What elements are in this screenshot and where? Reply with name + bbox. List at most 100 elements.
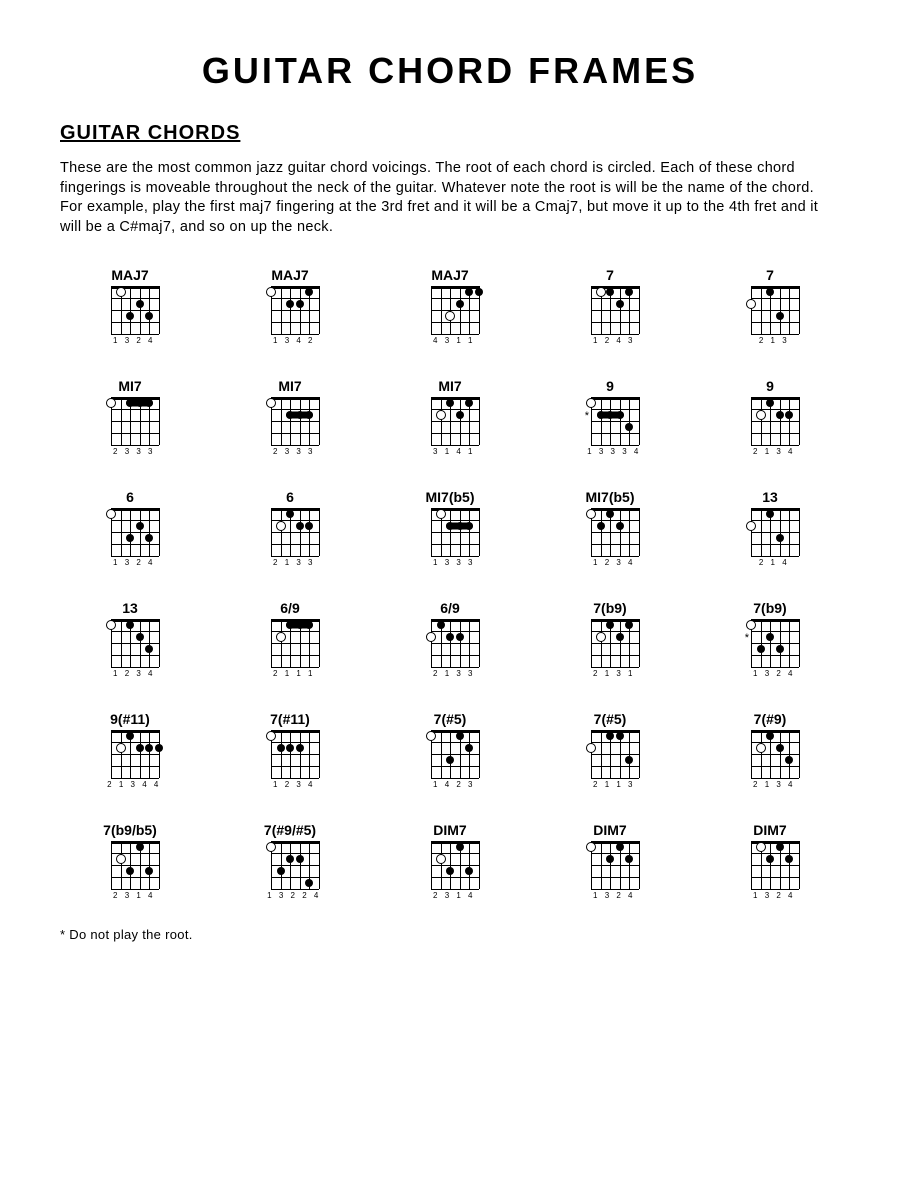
fret-grid — [111, 286, 159, 334]
fingerings: 2 1 3 — [759, 336, 789, 346]
chord-cell: 7(#5)1 4 2 3 — [380, 711, 520, 790]
chord-cell: MI7 2 3 3 3 — [220, 378, 360, 457]
chord-cell: 13 1 2 3 4 — [60, 600, 200, 679]
root-circle — [756, 743, 766, 753]
fingerings: 1 3 2 4 — [753, 891, 795, 901]
chord-cell: 7(#9/#5)1 3 2 2 4 — [220, 822, 360, 901]
chord-diagram — [101, 619, 159, 667]
chord-diagram — [101, 397, 159, 445]
fingerings: 1 3 2 4 — [113, 336, 155, 346]
chord-cell: 7(b9)2 1 3 1 — [540, 600, 680, 679]
chord-cell: 7(b9)*1 3 2 4 — [700, 600, 840, 679]
fingerings: 3 1 4 1 — [433, 447, 475, 457]
fingerings: 1 2 3 4 — [113, 669, 155, 679]
chord-label: 7(#9) — [754, 711, 787, 727]
chord-label: 7(b9) — [753, 600, 786, 616]
fret-grid — [591, 841, 639, 889]
chord-cell: 7(#9) 2 1 3 4 — [700, 711, 840, 790]
root-circle — [116, 287, 126, 297]
fingerings: 2 1 3 4 — [753, 780, 795, 790]
root-circle — [586, 743, 596, 753]
root-circle — [586, 842, 596, 852]
fret-grid — [271, 508, 319, 556]
chord-label: MI7 — [438, 378, 461, 394]
chord-label: MAJ7 — [111, 267, 148, 283]
root-circle — [436, 410, 446, 420]
fingerings: 1 2 3 4 — [273, 780, 315, 790]
footnote-text: * Do not play the root. — [60, 927, 840, 942]
fingerings: 2 3 3 3 — [273, 447, 315, 457]
chord-diagram — [101, 286, 159, 334]
fret-grid — [271, 841, 319, 889]
fingerings: 2 3 1 4 — [113, 891, 155, 901]
root-circle — [116, 854, 126, 864]
root-circle — [106, 509, 116, 519]
chord-diagram — [421, 730, 479, 778]
chord-label: 6/9 — [440, 600, 459, 616]
chord-cell: MAJ71 3 4 2 — [220, 267, 360, 346]
root-circle — [266, 731, 276, 741]
chord-cell: 9(#11)2 1 3 4 4 — [60, 711, 200, 790]
fret-grid — [431, 841, 479, 889]
chord-label: 7(#11) — [270, 711, 310, 727]
root-circle — [276, 632, 286, 642]
chord-diagram — [741, 397, 799, 445]
fret-grid — [111, 730, 159, 778]
root-circle — [586, 509, 596, 519]
fret-grid — [591, 508, 639, 556]
chord-label: 13 — [122, 600, 138, 616]
fret-grid — [111, 397, 159, 445]
chord-label: 7(#9/#5) — [264, 822, 316, 838]
root-circle — [266, 287, 276, 297]
page-title: GUITAR CHORD FRAMES — [60, 50, 840, 92]
root-circle — [106, 398, 116, 408]
chord-cell: DIM71 3 2 4 — [540, 822, 680, 901]
chord-diagram — [581, 619, 639, 667]
chord-diagram — [421, 619, 479, 667]
root-circle — [266, 842, 276, 852]
chord-label: 7(#5) — [594, 711, 627, 727]
chord-diagram — [741, 730, 799, 778]
root-circle — [596, 632, 606, 642]
chord-diagram — [101, 841, 159, 889]
chord-diagram — [741, 841, 799, 889]
fingerings: 4 3 1 1 — [433, 336, 475, 346]
chord-label: MI7 — [278, 378, 301, 394]
fret-grid — [751, 286, 799, 334]
chord-diagram — [261, 508, 319, 556]
chord-label: MI7(b5) — [426, 489, 475, 505]
fingerings: 2 3 1 4 — [433, 891, 475, 901]
fret-grid — [591, 730, 639, 778]
fret-grid — [751, 730, 799, 778]
chord-diagram — [261, 730, 319, 778]
root-circle — [746, 620, 756, 630]
fret-grid — [591, 619, 639, 667]
fingerings: 2 1 3 1 — [593, 669, 635, 679]
chord-grid: MAJ71 3 2 4MAJ71 3 4 2MAJ74 3 1 171 2 4 … — [60, 267, 840, 901]
chord-label: 7 — [606, 267, 614, 283]
chord-cell: 62 1 3 3 — [220, 489, 360, 568]
chord-cell: 7(#5)2 1 1 3 — [540, 711, 680, 790]
root-circle — [276, 521, 286, 531]
chord-label: 7(#5) — [434, 711, 467, 727]
fingerings: 1 2 3 4 — [593, 558, 635, 568]
chord-diagram: * — [581, 397, 639, 445]
fingerings: 1 3 3 3 4 — [587, 447, 641, 457]
chord-diagram — [741, 286, 799, 334]
chord-label: DIM7 — [593, 822, 626, 838]
fret-grid — [751, 619, 799, 667]
fingerings: 1 3 4 2 — [273, 336, 315, 346]
chord-label: 6/9 — [280, 600, 299, 616]
chord-label: DIM7 — [433, 822, 466, 838]
chord-diagram — [581, 286, 639, 334]
root-circle — [756, 410, 766, 420]
chord-diagram — [581, 730, 639, 778]
chord-diagram — [421, 508, 479, 556]
root-circle — [746, 299, 756, 309]
fret-grid — [271, 619, 319, 667]
fingerings: 1 3 3 3 — [433, 558, 475, 568]
chord-label: 6 — [126, 489, 134, 505]
root-circle — [596, 287, 606, 297]
fret-grid — [271, 397, 319, 445]
chord-diagram — [101, 508, 159, 556]
